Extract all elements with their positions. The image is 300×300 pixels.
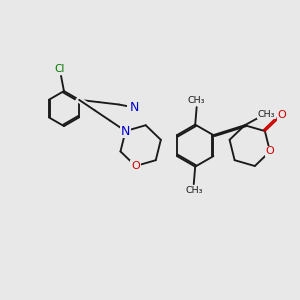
Text: N: N <box>121 124 130 138</box>
Text: CH₃: CH₃ <box>258 110 275 119</box>
Text: CH₃: CH₃ <box>185 186 202 195</box>
Text: N: N <box>121 124 130 138</box>
Text: CH₃: CH₃ <box>188 96 206 105</box>
Text: N: N <box>129 101 139 114</box>
Text: Cl: Cl <box>54 64 65 74</box>
Text: O: O <box>266 146 274 156</box>
Text: O: O <box>131 161 140 171</box>
Text: N: N <box>129 101 139 114</box>
Text: O: O <box>277 110 286 120</box>
